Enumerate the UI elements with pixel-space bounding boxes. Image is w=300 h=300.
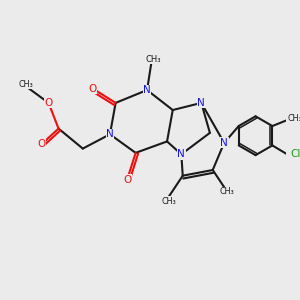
Text: CH₃: CH₃ [18,80,33,89]
Text: N: N [220,138,228,148]
Text: CH₃: CH₃ [161,197,176,206]
Text: N: N [106,129,114,139]
Text: CH₃: CH₃ [145,55,161,64]
Text: Cl: Cl [290,149,300,159]
Text: N: N [143,85,151,95]
Text: O: O [123,175,131,185]
Text: N: N [177,149,185,159]
Text: O: O [37,139,46,149]
Text: N: N [197,98,205,108]
Text: CH₃: CH₃ [220,187,234,196]
Text: O: O [89,84,97,94]
Text: O: O [44,98,53,108]
Text: CH₃: CH₃ [288,114,300,123]
